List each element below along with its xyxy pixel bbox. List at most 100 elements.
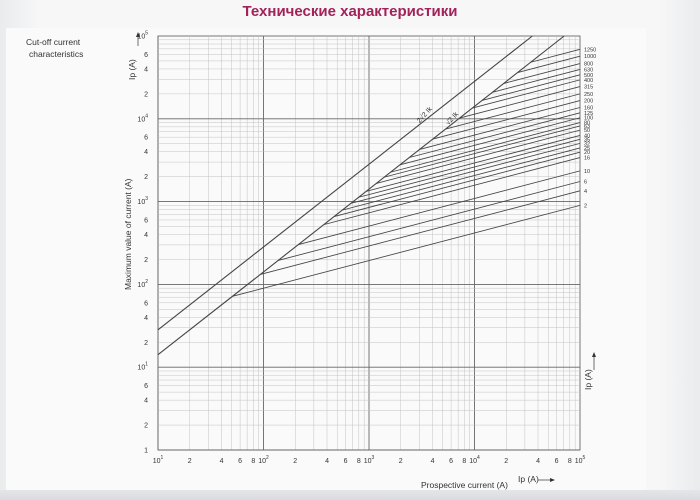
x-tick-label: 2 [293, 458, 297, 465]
fuse-curve [333, 151, 581, 217]
x-tick-label: 4 [431, 458, 435, 465]
x-tick-label: 6 [344, 458, 348, 465]
rating-label: 40 [584, 133, 590, 139]
x-tick-label: 101 [153, 455, 164, 465]
y-tick-label: 6 [144, 300, 148, 307]
reference-line [157, 35, 565, 356]
fuse-curve [358, 138, 581, 198]
rating-label: 200 [584, 99, 593, 105]
fuse-curve [492, 68, 581, 93]
fuse-curve [376, 129, 581, 184]
rating-label: 1000 [584, 54, 596, 60]
x-axis-symbol: Ip (A) [518, 474, 539, 484]
fuse-curve [419, 107, 581, 150]
rating-label: 20 [584, 150, 590, 156]
rating-label: 4 [584, 189, 587, 195]
rating-label: 80 [584, 121, 590, 127]
fuse-curve [530, 48, 581, 63]
y-tick-label: 2 [144, 423, 148, 430]
x-tick-label: 102 [258, 455, 269, 465]
y-tick-label: 6 [144, 383, 148, 390]
x-tick-label: 8 [357, 458, 361, 465]
y-axis-symbol: Ip (A) [127, 59, 137, 80]
x-tick-label: 4 [220, 458, 224, 465]
rating-label: 100 [584, 116, 593, 122]
x-tick-label: 6 [238, 458, 242, 465]
fuse-curves [232, 48, 581, 297]
y-tick-label: 6 [144, 52, 148, 59]
fuse-curve [409, 112, 581, 158]
right-arrow-head [592, 352, 596, 357]
y-tick-label: 102 [137, 279, 148, 289]
rating-label: 250 [584, 92, 593, 98]
y-tick-label: 6 [144, 135, 148, 142]
y-tick-label: 4 [144, 398, 148, 405]
rating-label: 32 [584, 141, 590, 147]
y-tick-label: 4 [144, 66, 148, 73]
page-title: Технические характеристики [242, 3, 458, 20]
chart-paper [6, 28, 646, 494]
right-axis-symbol: Ip (A) [583, 369, 593, 390]
fuse-curve [384, 125, 581, 178]
fuse-curve [481, 74, 581, 101]
rating-label: 125 [584, 111, 593, 117]
rating-label: 50 [584, 128, 590, 134]
rating-label: 315 [584, 85, 593, 91]
y-arrow-head [136, 32, 140, 37]
x-tick-label: 4 [325, 458, 329, 465]
fuse-curve [432, 100, 581, 140]
rating-label: 160 [584, 105, 593, 111]
rating-label: 400 [584, 78, 593, 84]
rating-label: 63 [584, 124, 590, 130]
y-tick-label: 104 [137, 113, 148, 123]
fuse-curve [260, 190, 581, 275]
x-tick-label: 8 [251, 458, 255, 465]
y-tick-label: 4 [144, 149, 148, 156]
x-tick-label: 103 [364, 455, 375, 465]
rating-label: 2 [584, 203, 587, 209]
y-tick-label: 2 [144, 257, 148, 264]
fuse-curve [323, 157, 581, 226]
y-tick-label: 4 [144, 315, 148, 322]
rating-label: 25 [584, 146, 590, 152]
x-tick-label: 8 [568, 458, 572, 465]
rating-label: 1250 [584, 47, 596, 53]
x-tick-label: 6 [555, 458, 559, 465]
x-tick-label: 4 [536, 458, 540, 465]
y-tick-label: 2 [144, 340, 148, 347]
rating-labels: 2 4 6 10 16202532354050638010012516020025031… [584, 47, 596, 209]
y-tick-label: 1 [144, 448, 148, 455]
x-tick-label: 104 [469, 455, 480, 465]
y-tick-label: 2 [144, 91, 148, 98]
chart-grid [157, 35, 581, 451]
x-tick-labels: 101 2 4 6 8 102 2 4 6 8 103 2 4 6 8 104 2 4 6 8 105 [153, 455, 586, 465]
rating-label: 35 [584, 137, 590, 143]
fuse-curve [445, 93, 581, 130]
rating-label: 16 [584, 156, 590, 162]
fuse-curve [503, 63, 581, 84]
y-tick-label: 2 [144, 174, 148, 181]
rating-label: 630 [584, 67, 593, 73]
y-tick-label: 6 [144, 217, 148, 224]
x-tick-label: 8 [462, 458, 466, 465]
fuse-curve [459, 86, 581, 119]
fuse-curve [342, 147, 581, 211]
y-tick-label: 105 [137, 31, 148, 41]
fuse-curve [390, 122, 581, 173]
fuse-curve [517, 55, 581, 73]
x-tick-label: 2 [399, 458, 403, 465]
fuse-curve [472, 79, 581, 109]
rating-label: 10 [584, 169, 590, 175]
page-fold [0, 490, 700, 500]
rating-label: 800 [584, 62, 593, 68]
fuse-curve [232, 204, 581, 297]
reference-lines: 2√2 Ik √2 Ik [157, 35, 565, 356]
fuse-curve [366, 135, 581, 192]
y-tick-label: 4 [144, 232, 148, 239]
x-arrow-head [550, 478, 555, 482]
fuse-curve [399, 117, 581, 166]
fuse-curve [278, 181, 581, 261]
corner-label-line1: Cut-off current [26, 37, 81, 47]
fuse-curve [298, 170, 581, 245]
